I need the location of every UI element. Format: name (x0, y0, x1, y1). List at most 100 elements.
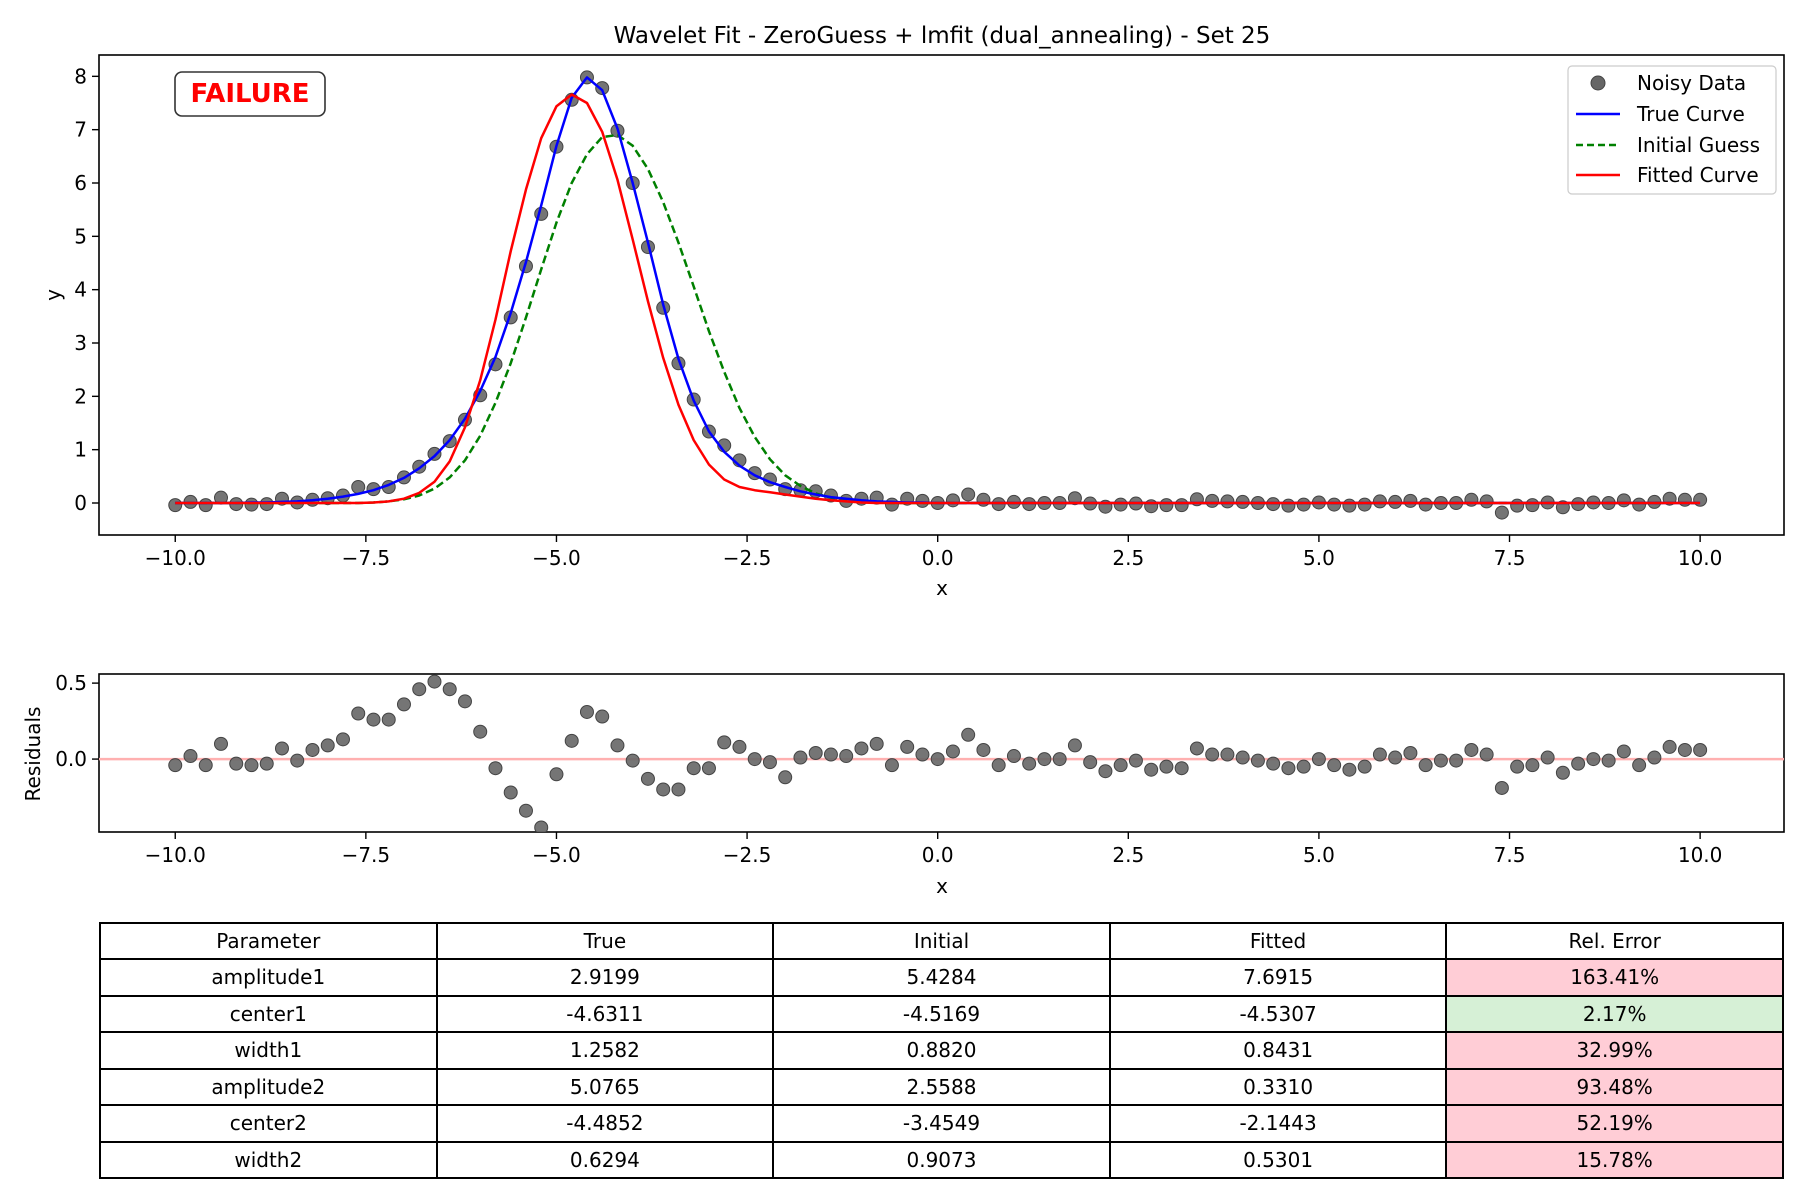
series-residuals (168, 674, 1708, 832)
residual-point (793, 750, 808, 765)
main-xtick-label: −7.5 (342, 546, 391, 570)
legend-label-true: True Curve (1636, 102, 1745, 126)
residual-point (930, 752, 945, 767)
failure-badge: FAILURE (174, 71, 326, 117)
cell-true: 5.0765 (435, 1067, 775, 1106)
noisy-data-point (1464, 492, 1479, 507)
residual-point (1525, 758, 1540, 773)
main-ytick-label: 7 (74, 118, 87, 142)
main-ytick-label: 0 (74, 491, 87, 515)
residual-point (732, 739, 747, 754)
cell-rel-error: 163.41% (1445, 958, 1784, 997)
noisy-data-point (1174, 498, 1189, 513)
parameter-table: Parameter True Initial Fitted Rel. Error… (99, 922, 1784, 1179)
residual-point (1616, 744, 1631, 759)
header-rel-error: Rel. Error (1445, 922, 1784, 960)
residual-point (1113, 758, 1128, 773)
cell-true: 1.2582 (435, 1031, 775, 1070)
cell-parameter: width1 (99, 1031, 438, 1070)
cell-rel-error: 2.17% (1445, 994, 1784, 1033)
main-ytick-label: 1 (74, 438, 87, 462)
residual-point (839, 749, 854, 764)
noisy-data-point (1525, 498, 1540, 513)
main-xtick-label: 0.0 (922, 546, 954, 570)
main-xtick-label: 2.5 (1112, 546, 1144, 570)
residual-point (884, 758, 899, 773)
cell-fitted: 7.6915 (1108, 958, 1448, 997)
residual-xtick-label: −5.0 (532, 843, 581, 867)
main-xtick-label: 5.0 (1303, 546, 1335, 570)
cell-rel-error: 52.19% (1445, 1104, 1784, 1143)
series-noisy-data (168, 70, 1708, 520)
residual-point (229, 756, 244, 771)
residual-point (900, 739, 915, 754)
noisy-data-point (1479, 494, 1494, 509)
main-ytick-label: 8 (74, 64, 87, 88)
main-xtick-label: −2.5 (723, 546, 772, 570)
residual-point (549, 767, 564, 782)
residual-point (1266, 756, 1281, 771)
noisy-data-point (945, 493, 960, 508)
residual-xtick-label: −10.0 (145, 843, 206, 867)
residual-point (778, 770, 793, 785)
noisy-data-point (1220, 494, 1235, 509)
noisy-data-point (1693, 492, 1708, 507)
residual-point (1052, 752, 1067, 767)
residual-point (198, 758, 213, 773)
noisy-data-point (244, 497, 259, 512)
residual-point (244, 758, 259, 773)
chart-title: Wavelet Fit - ZeroGuess + lmfit (dual_an… (614, 23, 1271, 49)
cell-true: -4.6311 (435, 994, 775, 1033)
residual-point (1449, 753, 1464, 768)
residual-point (1586, 752, 1601, 767)
residual-point (1372, 747, 1387, 762)
residual-point (762, 755, 777, 770)
residual-point (1540, 750, 1555, 765)
noisy-data-point (1205, 493, 1220, 508)
noisy-data-point (1327, 497, 1342, 512)
cell-parameter: center2 (99, 1104, 438, 1143)
residual-xtick-label: 0.0 (922, 843, 954, 867)
table-header-row: Parameter True Initial Fitted Rel. Error (99, 922, 1784, 960)
legend-label-fitted: Fitted Curve (1637, 163, 1759, 187)
residual-point (473, 724, 488, 739)
residual-point (1418, 758, 1433, 773)
main-ytick-label: 3 (74, 331, 87, 355)
residual-point (1662, 739, 1677, 754)
legend: Noisy Data True Curve Initial Guess Fitt… (1567, 65, 1777, 195)
series-line-initial-guess (175, 133, 1701, 505)
residual-point (1235, 750, 1250, 765)
residual-point (869, 736, 884, 751)
cell-parameter: width2 (99, 1140, 438, 1179)
residual-point (457, 694, 472, 709)
residual-point (1433, 753, 1448, 768)
residual-point (961, 727, 976, 742)
residual-xtick-label: −7.5 (342, 843, 391, 867)
residual-point (1159, 759, 1174, 774)
table-row: center1 -4.6311 -4.5169 -4.5307 2.17% (99, 994, 1784, 1033)
cell-initial: 0.8820 (772, 1031, 1111, 1070)
residual-xtick-label: 5.0 (1303, 843, 1335, 867)
residual-point (747, 752, 762, 767)
residual-point (1311, 752, 1326, 767)
residual-point (1296, 759, 1311, 774)
residual-point (625, 753, 640, 768)
residual-point (656, 782, 671, 797)
residual-point (412, 682, 427, 697)
residual-point (335, 732, 350, 747)
residual-point (1083, 755, 1098, 770)
cell-fitted: -2.1443 (1108, 1104, 1448, 1143)
residual-point (1067, 738, 1082, 753)
residual-point (396, 697, 411, 712)
noisy-data-point (1296, 497, 1311, 512)
residual-ytick-label: 0.5 (55, 671, 87, 695)
residual-point (1677, 742, 1692, 757)
main-xtick-label: 10.0 (1678, 546, 1723, 570)
legend-label-noisy: Noisy Data (1637, 71, 1746, 95)
residual-point (1693, 742, 1708, 757)
noisy-data-point (595, 81, 610, 96)
cell-initial: -3.4549 (772, 1104, 1111, 1143)
header-fitted: Fitted (1108, 922, 1448, 960)
residual-point (183, 749, 198, 764)
